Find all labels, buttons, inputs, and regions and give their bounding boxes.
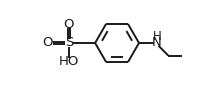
Text: N: N: [152, 36, 162, 50]
Text: H: H: [152, 30, 161, 43]
Text: O: O: [42, 36, 53, 50]
Text: S: S: [65, 36, 73, 50]
Text: O: O: [64, 18, 74, 31]
Text: HO: HO: [59, 55, 79, 68]
